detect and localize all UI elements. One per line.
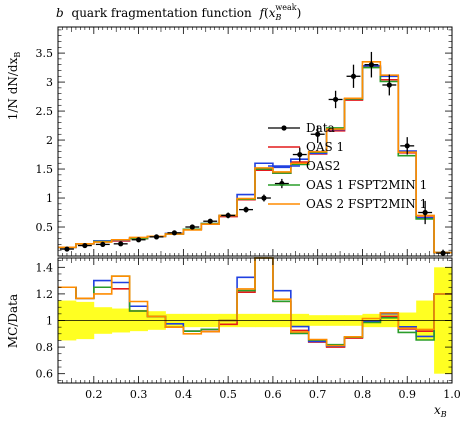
plot-title: b quark fragmentation function f(xBweak): [56, 3, 301, 22]
data-point: [350, 73, 357, 79]
legend-label: OAS 1: [306, 140, 344, 154]
data-point: [386, 82, 392, 88]
title-text: quark fragmentation function: [72, 6, 253, 20]
x-axis-title-sub: B: [440, 410, 447, 419]
y-tick-label: 2: [46, 134, 53, 147]
title-b: b: [56, 6, 64, 20]
data-point: [207, 218, 213, 224]
y-tick-label: 3.5: [36, 47, 54, 60]
data-point: [135, 237, 142, 243]
y-tick-label: 1: [46, 192, 53, 205]
x-tick-label: 0.7: [309, 388, 327, 401]
ratio-y-axis-title: MC/Data: [6, 294, 20, 348]
data-point: [225, 212, 231, 219]
data-point: [153, 234, 160, 240]
data-point: [243, 207, 249, 213]
series-line-oas-1: [58, 66, 452, 254]
title-f: f: [259, 6, 267, 20]
title-sub: B: [275, 13, 282, 22]
x-tick-label: 0.9: [398, 388, 416, 401]
ratio-y-tick-label: 0.8: [36, 341, 54, 354]
x-tick-label: 0.5: [219, 388, 237, 401]
title-x: x: [269, 6, 276, 20]
x-axis-title-x: x: [434, 403, 441, 417]
x-tick-label: 0.2: [85, 388, 103, 401]
series-line-oas2: [58, 65, 452, 254]
y-tick-label: 1.5: [36, 163, 54, 176]
y-tick-label: 3: [46, 76, 53, 89]
data-point: [171, 230, 178, 236]
data-point: [64, 246, 70, 252]
data-point: [189, 224, 195, 230]
y-tick-label: 2.5: [36, 105, 54, 118]
x-tick-label: 0.3: [130, 388, 148, 401]
main-y-axis-title-sub: B: [13, 52, 22, 58]
data-point: [100, 241, 106, 248]
main-y-axis-title: 1/N dN/dxB: [6, 52, 22, 121]
main-plot-panel: 0.5 1 1.5 2 2.5 3 3.5: [36, 26, 453, 257]
data-point: [368, 62, 375, 68]
x-tick-label: 0.6: [264, 388, 282, 401]
ratio-y-tick-label: 1.4: [36, 261, 54, 274]
legend-label: OAS2: [306, 159, 340, 173]
legend-entry-oas-1-fspt2min-1: OAS 1 FSPT2MIN 1: [268, 178, 427, 192]
data-point: [422, 209, 428, 216]
data-points: [60, 51, 450, 256]
x-tick-label: 0.8: [354, 388, 372, 401]
y-tick-label: 0.5: [36, 221, 54, 234]
data-point: [332, 96, 339, 103]
data-point: [315, 131, 321, 137]
main-y-axis-title-text: 1/N dN/dx: [6, 57, 20, 120]
legend-entry-data: Data: [268, 121, 335, 135]
ratio-y-tick-label: 1.2: [36, 288, 54, 301]
ratio-plot-panel: 0.2 0.3 0.4 0.5 0.6 0.7 0.8 0.9 1.0 0.6 0.8 1 1.2 1.4: [36, 257, 461, 401]
legend: Data OAS 1 OAS2 OAS 1 FSPT2MIN 1 OAS 2 FSPT2…: [268, 121, 427, 211]
legend-entry-oas-2-fspt2min-1: OAS 2 FSPT2MIN 1: [268, 197, 427, 211]
legend-label: Data: [306, 121, 335, 135]
ratio-y-tick-label: 0.6: [36, 368, 54, 381]
x-tick-label: 0.4: [175, 388, 193, 401]
axis-ticks: 0.2 0.3 0.4 0.5 0.6 0.7 0.8 0.9 1.0 0.6 0.8 1 1.2 1.4: [36, 258, 461, 401]
ratio-line-oas-2-fspt2min-1: [58, 257, 452, 347]
title-sup: weak: [275, 3, 296, 12]
data-point: [297, 151, 303, 158]
main-frame: [57, 26, 453, 257]
legend-entry-oas2: OAS2: [268, 159, 340, 173]
main-axis-ticks: 0.5 1 1.5 2 2.5 3 3.5: [36, 27, 453, 256]
series-line-oas-2-fspt2min-1: [58, 60, 452, 254]
mc-histograms: [58, 60, 452, 254]
legend-marker: [281, 125, 287, 131]
data-point: [118, 241, 124, 247]
data-point: [404, 143, 410, 149]
legend-entry-oas-1: OAS 1: [268, 140, 344, 154]
legend-label: OAS 1 FSPT2MIN 1: [306, 178, 427, 192]
mc-ratio-histograms: [58, 257, 452, 348]
x-tick-label: 1.0: [443, 388, 461, 401]
legend-label: OAS 2 FSPT2MIN 1: [306, 197, 427, 211]
ratio-y-tick-label: 1: [46, 315, 53, 328]
series-line-oas-1-fspt2min-1: [58, 66, 452, 254]
data-point: [261, 195, 267, 201]
data-point: [82, 242, 88, 249]
x-axis-title: xB: [434, 403, 447, 419]
